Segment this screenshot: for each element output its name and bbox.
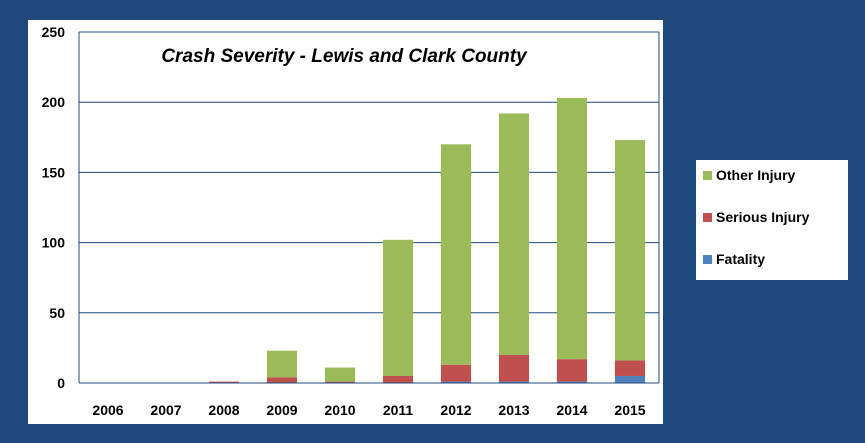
chart-title: Crash Severity - Lewis and Clark County	[161, 46, 528, 67]
y-tick-label: 0	[57, 375, 65, 391]
x-tick-label: 2008	[208, 402, 239, 418]
y-tick-label: 150	[42, 164, 66, 180]
x-tick-label: 2007	[150, 402, 181, 418]
bar-other-injury-2012	[440, 144, 472, 365]
bar-serious-injury-2010	[324, 381, 356, 383]
bar-other-injury-2015	[614, 140, 646, 361]
y-tick-label: 200	[42, 94, 66, 110]
y-tick-label: 250	[42, 24, 66, 40]
x-tick-label: 2013	[498, 402, 529, 418]
y-tick-label: 50	[49, 305, 65, 321]
x-tick-label: 2009	[266, 402, 297, 418]
bars	[208, 97, 646, 383]
x-tick-label: 2010	[324, 402, 355, 418]
legend-box	[696, 160, 848, 280]
x-tick-label: 2014	[556, 402, 587, 418]
bar-serious-injury-2011	[382, 375, 414, 383]
x-tick-label: 2011	[383, 402, 414, 418]
y-tick-label: 100	[42, 235, 66, 251]
bar-fatality-2012	[440, 381, 472, 383]
legend-label: Serious Injury	[716, 209, 810, 225]
x-tick-label: 2006	[92, 402, 123, 418]
x-axis-ticks: 2006 2007 2008 2009 2010 2011 2012 2013 2014 2015	[92, 402, 645, 418]
legend-swatch-fatality	[703, 255, 712, 264]
legend-label: Fatality	[716, 251, 765, 267]
x-tick-label: 2012	[440, 402, 471, 418]
legend-swatch-serious-injury	[703, 213, 712, 222]
legend-label: Other Injury	[716, 167, 796, 183]
bar-other-injury-2011	[382, 239, 414, 376]
legend: Other Injury Serious Injury Fatality	[703, 167, 810, 267]
bar-other-injury-2014	[556, 97, 588, 360]
bar-fatality-2014	[556, 381, 588, 383]
y-axis-ticks: 0 50 100 150 200 250	[42, 24, 66, 391]
bar-serious-injury-2009	[266, 377, 298, 383]
bar-fatality-2015	[614, 375, 646, 383]
bar-serious-injury-2012	[440, 364, 472, 382]
bar-serious-injury-2015	[614, 360, 646, 376]
x-tick-label: 2015	[614, 402, 645, 418]
bar-serious-injury-2013	[498, 354, 530, 382]
bar-serious-injury-2008	[208, 381, 240, 383]
bar-other-injury-2013	[498, 113, 530, 355]
bar-serious-injury-2014	[556, 359, 588, 382]
bar-other-injury-2010	[324, 367, 356, 382]
legend-swatch-other-injury	[703, 171, 712, 180]
bar-fatality-2013	[498, 381, 530, 383]
bar-other-injury-2009	[266, 350, 298, 378]
